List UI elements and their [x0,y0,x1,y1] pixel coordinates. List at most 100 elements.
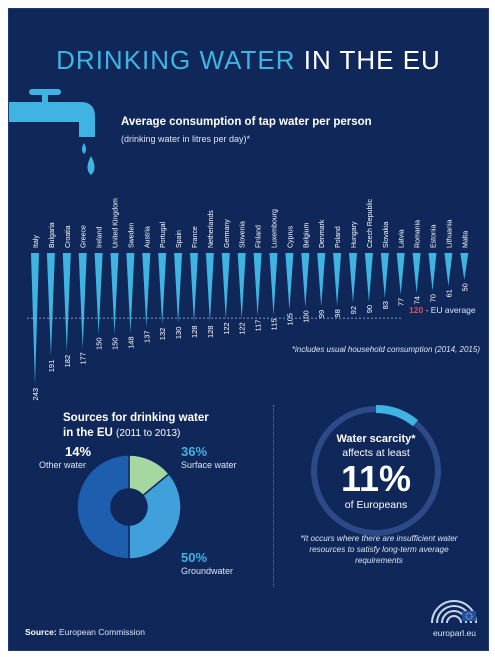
category-label: Latvia [399,229,406,248]
donut-chart [76,454,182,560]
eu-average-label: 120 - EU average [409,305,476,315]
parliament-logo-icon [431,600,477,624]
bar [174,253,183,324]
scarcity-line2: affects at least [342,447,410,459]
value-label: 100 [301,310,310,323]
bar [380,253,389,299]
tap-pipe [9,102,79,122]
source-text: European Commission [59,627,146,637]
value-label: 105 [285,313,294,326]
bar [333,253,342,307]
surface-water-pct: 36% [181,444,208,459]
category-label: France [192,226,199,248]
value-label: 130 [174,327,183,340]
category-label: Bulgaria [49,222,56,248]
value-label: 132 [158,328,167,341]
chart-subtitle: (drinking water in litres per day)* [121,134,251,144]
bar [78,253,87,350]
bar [46,253,55,357]
scarcity-line3: of Europeans [344,499,408,511]
category-label: Sweden [128,223,135,248]
bar [190,253,198,323]
tap-spout [69,102,95,137]
water-scarcity-panel: Water scarcity* affects at least 11% of … [314,433,438,511]
value-label: 99 [317,310,326,318]
sources-title-line1: Sources for drinking water [63,412,209,424]
bar-chart: Italy 243 Bulgaria 191 Croatia 182 Greece 177 Ir… [27,198,469,401]
tap-drop-small [82,143,86,154]
bar [396,253,405,295]
value-label: 50 [460,283,469,291]
value-label: 177 [79,352,88,365]
bar [110,253,119,335]
category-label: Greece [81,225,88,248]
scarcity-title: Water scarcity* [336,433,416,445]
category-label: Portugal [160,221,167,248]
value-label: 74 [413,296,422,304]
value-label: 128 [190,326,199,339]
value-label: 191 [47,360,56,373]
bar [126,253,135,334]
scarcity-percentage: 11% [340,458,412,499]
value-label: 115 [270,318,279,330]
pie-slice [76,454,130,560]
bar [158,253,167,325]
category-label: Italy [33,235,40,248]
bar [301,253,310,308]
category-label: United Kingdom [113,198,120,248]
eu-average-value: 120 [409,305,424,315]
other-water-label: Other water [39,460,87,470]
value-label: 122 [222,322,231,335]
bar [253,253,262,317]
tap-stem [42,93,48,103]
tap-icon [9,89,95,175]
source-note: Source: European Commission [25,627,145,637]
tap-drop-large [87,156,95,175]
value-label: 128 [206,326,215,339]
category-label: Netherlands [208,210,215,248]
bar [428,253,437,292]
category-label: Estonia [431,225,438,248]
category-label: Belgium [303,223,310,248]
value-label: 137 [142,330,151,343]
bar [142,253,151,328]
category-label: Ireland [97,226,104,248]
category-label: Croatia [65,225,72,248]
sources-title: Sources for drinking water in the EU (20… [63,411,209,441]
category-label: Finland [256,225,263,248]
donut-hole [114,492,144,522]
bar [364,253,373,302]
value-label: 77 [397,298,406,306]
category-label: Slovakia [383,221,390,248]
bar [205,253,214,323]
category-label: Luxembourg [272,209,279,248]
scarcity-footnote: *It occurs where there are insufficient … [300,534,458,565]
value-label: 98 [333,309,342,317]
category-label: Germany [224,219,231,248]
sources-period: (2011 to 2013) [116,428,181,439]
bar [62,253,71,352]
value-label: 92 [349,306,358,314]
value-label: 150 [111,337,120,350]
category-label: Hungary [351,221,358,248]
value-label: 182 [63,355,72,368]
europarl-url: europarl.eu [432,628,476,638]
category-label: Romania [415,220,422,248]
bar [269,253,278,316]
category-label: Slovenia [240,221,247,248]
category-label: Czech Republic [367,198,374,248]
value-label: 243 [31,388,40,401]
value-label: 61 [444,289,453,297]
bar [349,253,357,303]
category-label: Poland [335,226,342,248]
tap-handle [29,89,61,95]
pie-slice [128,472,182,560]
chart-canvas: Italy 243 Bulgaria 191 Croatia 182 Greece 177 Ir… [9,89,469,560]
chart-footnote: *includes usual household consumption (2… [291,345,480,354]
bar [444,253,453,287]
value-label: 70 [429,294,438,302]
bar [412,253,421,294]
infographic: Italy 243 Bulgaria 191 Croatia 182 Greece 177 Ir… [8,8,489,651]
value-label: 90 [365,305,374,313]
scarcity-gauge [311,405,441,536]
